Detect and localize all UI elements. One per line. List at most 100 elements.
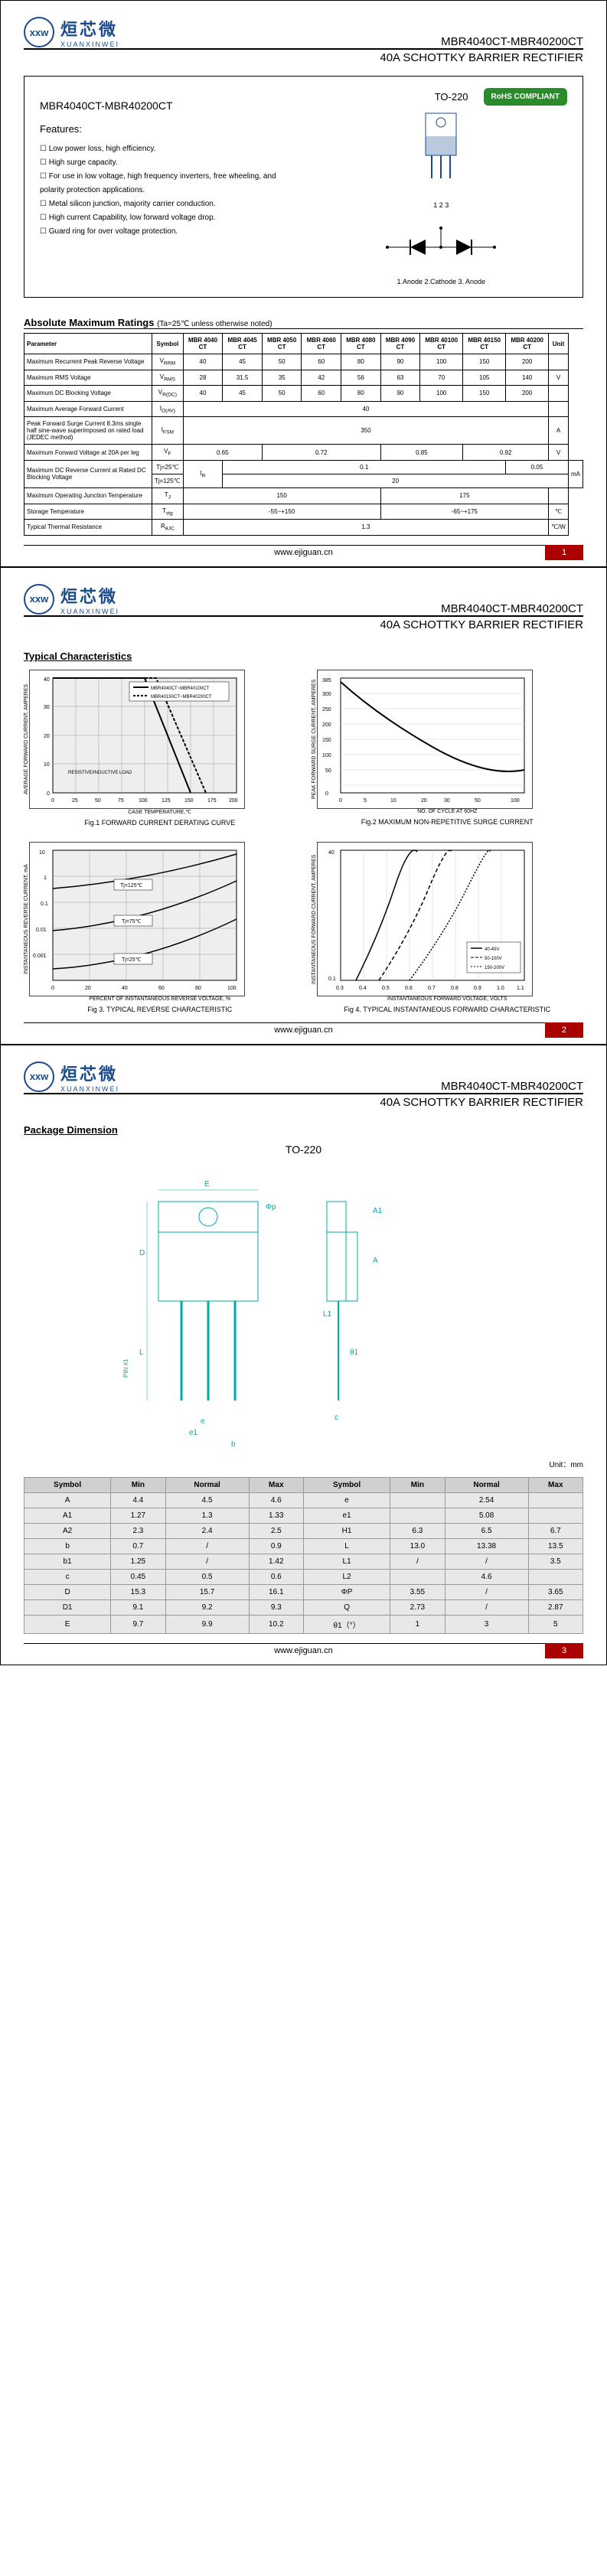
logo: xxw 烜芯微 XUANXINWEI <box>24 16 119 48</box>
dims-table: SymbolMinNormalMaxSymbolMinNormalMax A4.… <box>24 1477 583 1634</box>
svg-text:20: 20 <box>421 798 427 804</box>
svg-text:100: 100 <box>139 798 148 804</box>
svg-text:0.8: 0.8 <box>451 986 459 991</box>
svg-text:0: 0 <box>51 798 54 804</box>
svg-text:25: 25 <box>72 798 78 804</box>
header-subtitle: 40A SCHOTTKY BARRIER RECTIFIER <box>24 48 583 64</box>
svg-text:D: D <box>139 1249 145 1257</box>
svg-text:0.1: 0.1 <box>41 902 48 907</box>
svg-text:e: e <box>201 1417 205 1426</box>
page-number: 2 <box>545 1022 583 1038</box>
svg-text:75: 75 <box>118 798 124 804</box>
svg-text:60: 60 <box>158 986 165 991</box>
svg-text:0.9: 0.9 <box>474 986 481 991</box>
svg-text:Tj=75℃: Tj=75℃ <box>122 919 142 924</box>
svg-text:Tj=25℃: Tj=25℃ <box>122 957 142 963</box>
svg-text:L1: L1 <box>323 1310 332 1319</box>
fig2: PEAK FORWARD SURGE CURRENT, AMPERES 050 … <box>312 670 584 827</box>
svg-text:100: 100 <box>322 753 331 758</box>
svg-text:150-200V: 150-200V <box>485 966 504 970</box>
svg-text:Φp: Φp <box>266 1203 276 1211</box>
svg-text:MBR40150CT~MBR40200CT: MBR40150CT~MBR40200CT <box>151 695 212 699</box>
footer-url: www.ejiguan.cn <box>24 1022 583 1035</box>
svg-text:0.01: 0.01 <box>36 928 47 933</box>
svg-text:100: 100 <box>511 798 520 804</box>
svg-text:1: 1 <box>44 876 47 881</box>
svg-text:MBR4040CT~MBR40100CT: MBR4040CT~MBR40100CT <box>151 686 210 691</box>
svg-text:250: 250 <box>322 707 331 712</box>
feature-part: MBR4040CT-MBR40200CT <box>40 99 292 112</box>
rohs-badge: RoHS COMPLIANT <box>484 88 567 106</box>
svg-text:E: E <box>204 1180 210 1189</box>
svg-text:40-45V: 40-45V <box>485 947 499 952</box>
logo-cn: 烜芯微 <box>60 16 119 41</box>
logo-en: XUANXINWEI <box>60 41 119 48</box>
footer-url: www.ejiguan.cn <box>24 545 583 557</box>
page-3: xxw 烜芯微 XUANXINWEI MBR4040CT-MBR40200CT … <box>0 1045 607 1665</box>
svg-text:0.5: 0.5 <box>382 986 390 991</box>
svg-text:c: c <box>335 1414 338 1422</box>
header-part: MBR4040CT-MBR40200CT <box>441 602 583 615</box>
svg-text:θ1: θ1 <box>350 1348 359 1357</box>
svg-text:10: 10 <box>39 850 45 856</box>
svg-text:0: 0 <box>51 986 54 991</box>
svg-text:200: 200 <box>229 798 238 804</box>
svg-text:RESISTIVE/INDUCTIVE LOAD: RESISTIVE/INDUCTIVE LOAD <box>68 771 132 775</box>
svg-text:50: 50 <box>325 768 331 774</box>
header-subtitle: 40A SCHOTTKY BARRIER RECTIFIER <box>24 615 583 631</box>
typical-char-title: Typical Characteristics <box>24 651 583 662</box>
page-1: xxw 烜芯微 XUANXINWEI MBR4040CT-MBR40200CT … <box>0 0 607 567</box>
svg-text:150: 150 <box>322 738 331 743</box>
footer-url: www.ejiguan.cn <box>24 1643 583 1655</box>
svg-text:30: 30 <box>444 798 450 804</box>
svg-text:385: 385 <box>322 678 331 683</box>
svg-text:125: 125 <box>162 798 171 804</box>
svg-text:A1: A1 <box>373 1207 383 1215</box>
svg-text:20: 20 <box>85 986 91 991</box>
header-part: MBR4040CT-MBR40200CT <box>441 1080 583 1093</box>
svg-text:0.4: 0.4 <box>359 986 367 991</box>
svg-text:0.3: 0.3 <box>336 986 344 991</box>
to220-icon <box>403 106 479 197</box>
page-2: xxw 烜芯微 XUANXINWEI MBR4040CT-MBR40200CT … <box>0 567 607 1045</box>
svg-text:40: 40 <box>328 850 335 856</box>
svg-text:10: 10 <box>390 798 397 804</box>
page-number: 3 <box>545 1643 583 1658</box>
features-list: Low power loss, high efficiency.High sur… <box>40 142 292 239</box>
svg-text:100: 100 <box>227 986 237 991</box>
fig3: INSTANTANEOUS REVERSE CURRENT, mA Tj=125… <box>24 842 296 1013</box>
svg-text:1.0: 1.0 <box>497 986 504 991</box>
logo-icon: xxw <box>24 584 54 615</box>
pkg-label: TO-220 <box>435 91 468 103</box>
svg-text:PIN #1: PIN #1 <box>122 1358 129 1378</box>
svg-text:0.1: 0.1 <box>328 977 336 982</box>
svg-text:175: 175 <box>207 798 217 804</box>
svg-text:50: 50 <box>475 798 481 804</box>
svg-text:Tj=125℃: Tj=125℃ <box>120 883 143 889</box>
header-subtitle: 40A SCHOTTKY BARRIER RECTIFIER <box>24 1093 583 1109</box>
svg-text:0: 0 <box>47 791 50 797</box>
ratings-table: ParameterSymbolMBR 4040 CTMBR 4045 CTMBR… <box>24 333 583 536</box>
pkg-drawing: TO-220 E Φp D L e e1 b A1 A L1 <box>24 1143 583 1458</box>
diode-symbol-icon <box>380 220 502 274</box>
svg-text:300: 300 <box>322 692 331 697</box>
svg-text:0: 0 <box>339 798 342 804</box>
logo-icon: xxw <box>24 17 54 47</box>
unit-label: Unit：mm <box>24 1458 583 1469</box>
features-title: Features: <box>40 123 292 135</box>
header-part: MBR4040CT-MBR40200CT <box>441 35 583 48</box>
svg-text:0.6: 0.6 <box>405 986 413 991</box>
svg-text:A: A <box>373 1257 378 1265</box>
logo: xxw 烜芯微 XUANXINWEI <box>24 1061 119 1093</box>
pin-names: 1.Anode 2.Cathode 3. Anode <box>315 278 568 285</box>
svg-text:40: 40 <box>122 986 128 991</box>
svg-text:10: 10 <box>44 762 50 768</box>
svg-text:50-100V: 50-100V <box>485 957 502 961</box>
svg-text:e1: e1 <box>189 1429 198 1437</box>
page-number: 1 <box>545 545 583 560</box>
svg-text:50: 50 <box>95 798 101 804</box>
feature-box: MBR4040CT-MBR40200CT Features: Low power… <box>24 76 583 298</box>
pkg-dim-title: Package Dimension <box>24 1124 583 1136</box>
svg-text:30: 30 <box>44 705 50 710</box>
svg-text:0.7: 0.7 <box>428 986 436 991</box>
